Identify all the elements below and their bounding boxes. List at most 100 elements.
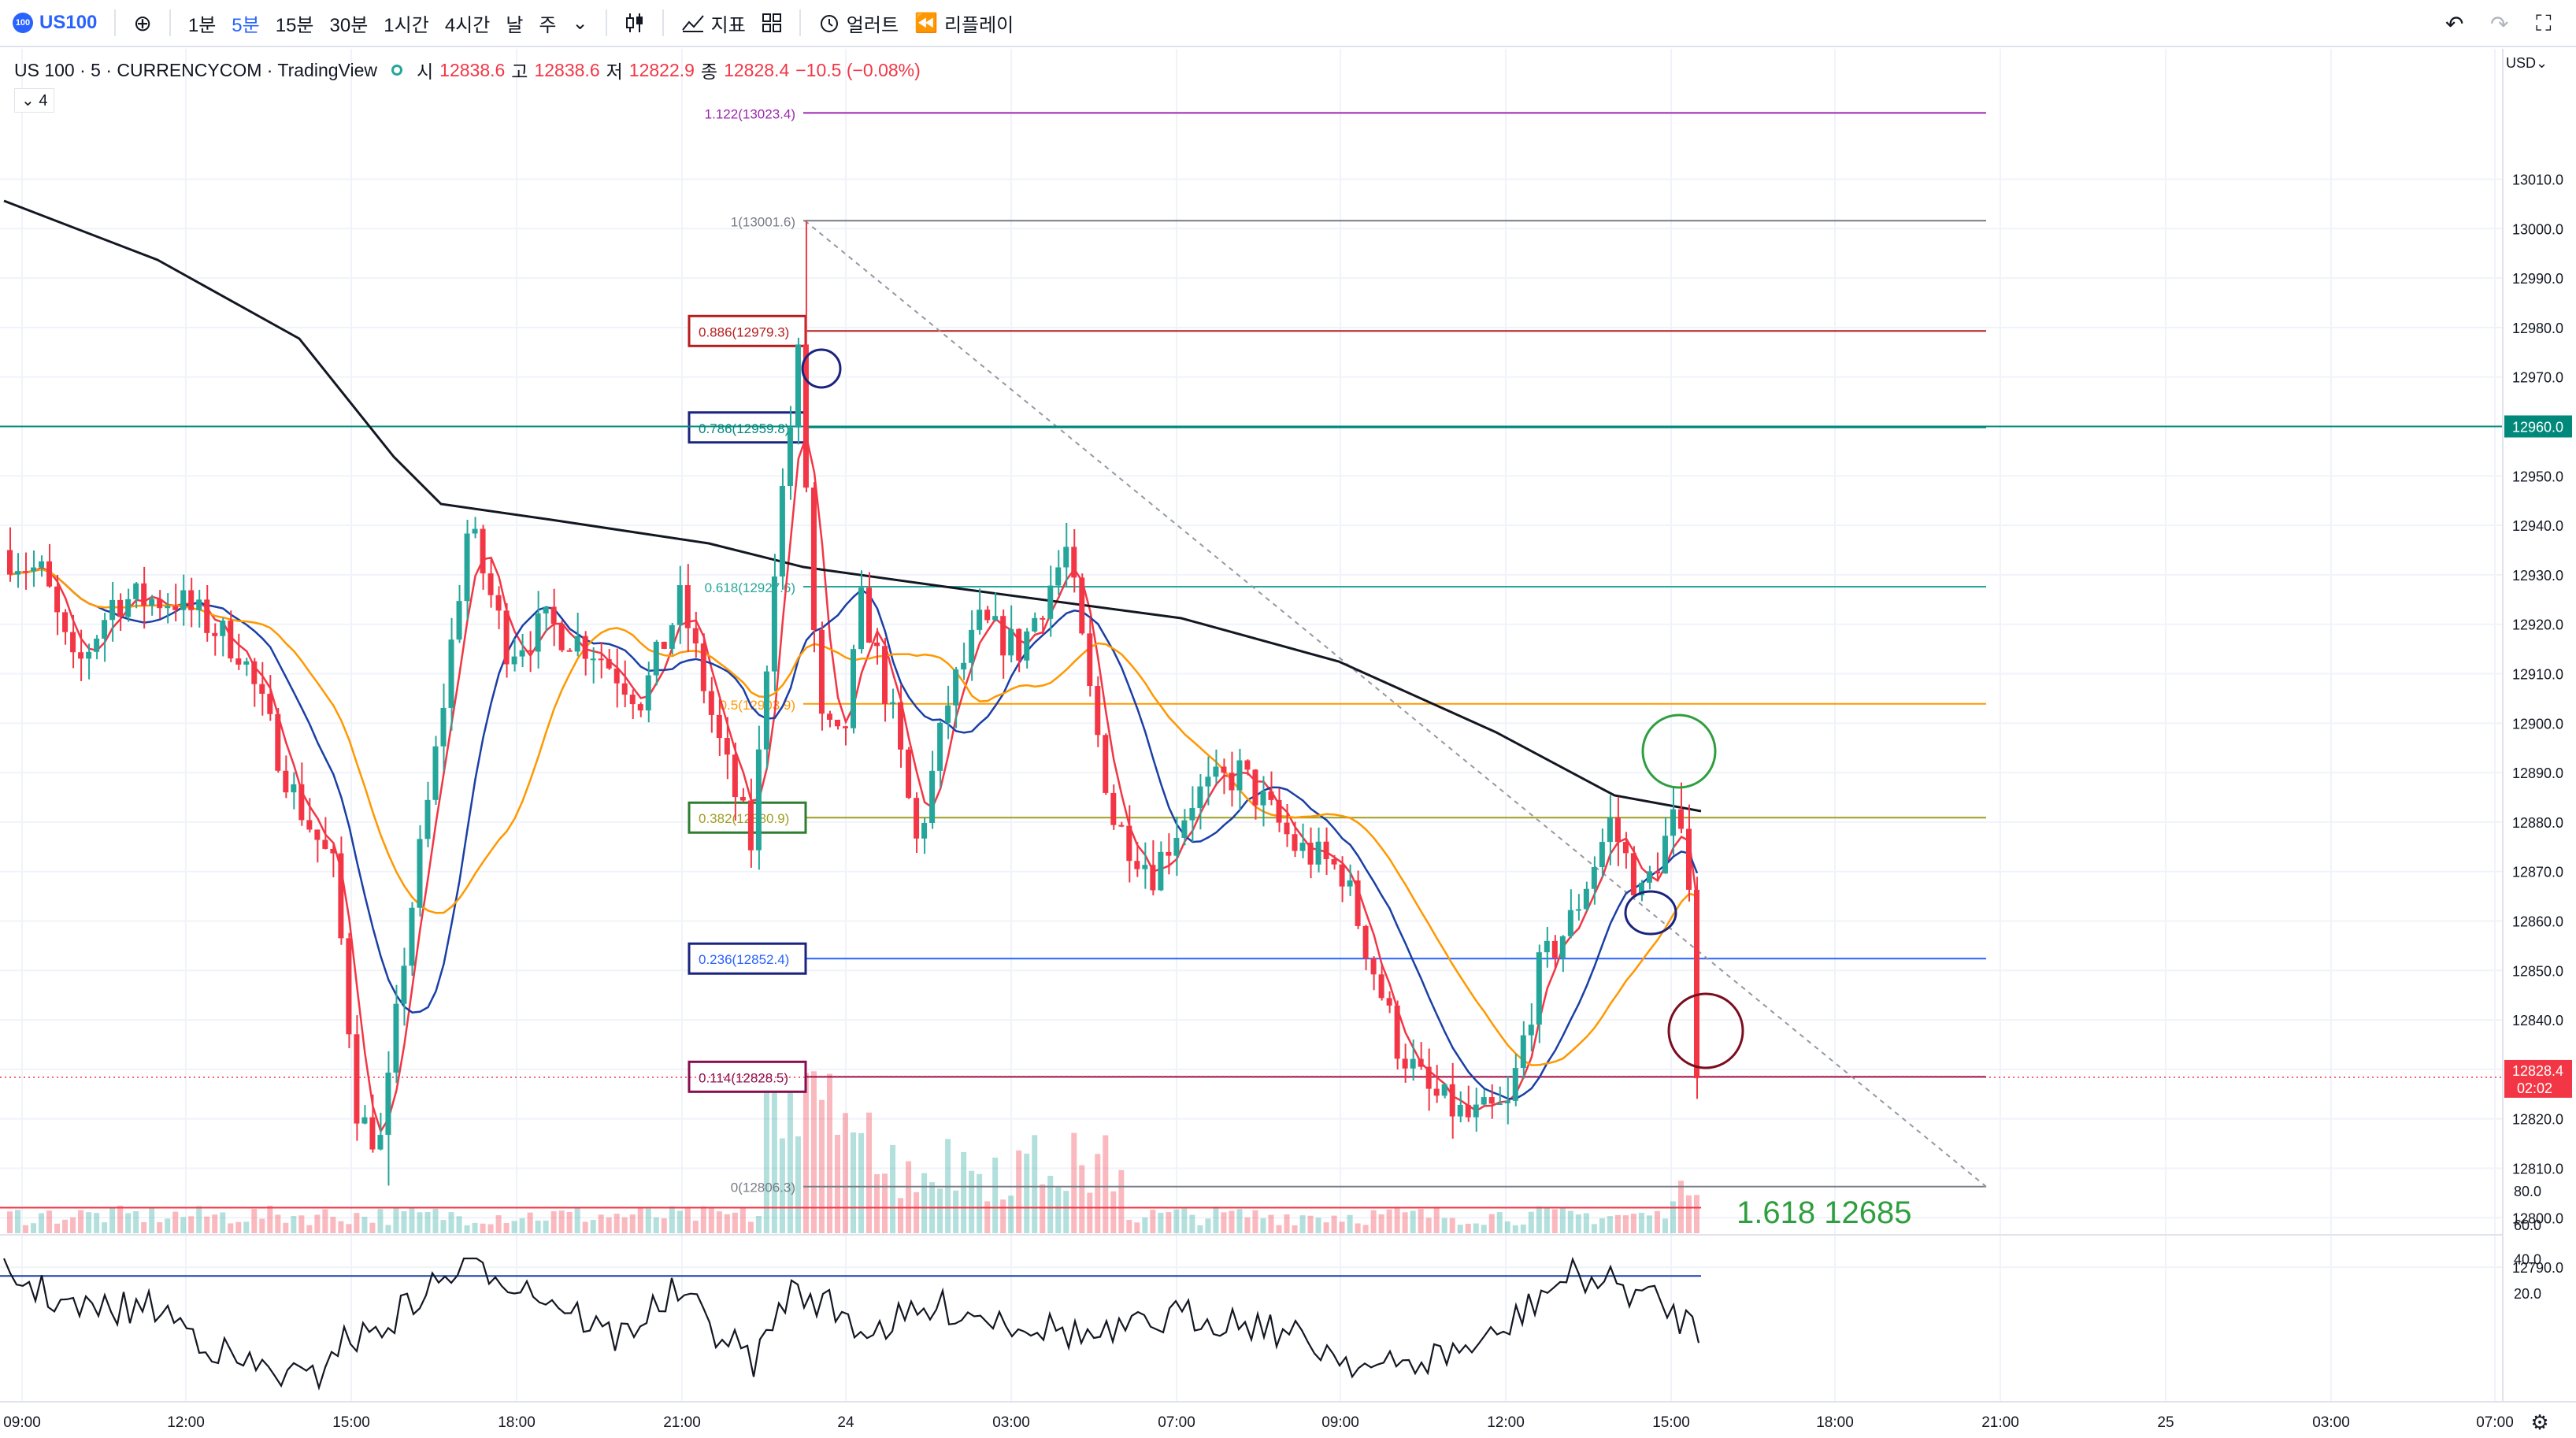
volume-bar <box>1000 1199 1006 1233</box>
volume-bar <box>645 1208 651 1233</box>
undo-icon[interactable]: ↶ <box>2445 11 2464 36</box>
interval-5[interactable]: 4시간 <box>444 14 491 36</box>
candle-body <box>598 658 604 661</box>
fullscreen-icon[interactable]: ⛶ <box>2536 10 2552 35</box>
candle-body <box>31 567 37 572</box>
rsi-pane <box>0 1206 2503 1391</box>
volume-bar <box>676 1210 683 1233</box>
candle-body <box>7 550 13 575</box>
candle-body <box>298 784 305 821</box>
candle-body <box>953 669 959 706</box>
candle-body <box>1347 880 1353 887</box>
volume-bar <box>377 1209 384 1233</box>
indicators-button[interactable]: 지표 <box>673 0 754 46</box>
candle-body <box>440 707 447 747</box>
interval-6[interactable]: 날 <box>506 14 524 36</box>
symbol-logo-icon: 100 <box>13 13 33 33</box>
volume-bar <box>969 1170 975 1233</box>
symbol-search-button[interactable]: 100 US100 <box>0 0 105 46</box>
candle-body <box>503 610 510 665</box>
replay-button[interactable]: ⏪ 리플레이 <box>906 0 1021 46</box>
candle-body <box>810 487 817 630</box>
candle-body <box>1378 974 1384 999</box>
volume-bar <box>1040 1184 1046 1233</box>
candle-body <box>937 722 943 771</box>
interval-4[interactable]: 1시간 <box>384 14 429 36</box>
candle-body <box>1134 861 1140 869</box>
candle-body <box>566 650 573 652</box>
volume-bar <box>661 1218 667 1233</box>
volume-bar <box>511 1221 517 1233</box>
alerts-button[interactable]: 얼러트 <box>810 0 906 46</box>
volume-bar <box>1370 1210 1377 1233</box>
volume-bar <box>669 1206 675 1233</box>
interval-3[interactable]: 30분 <box>329 14 369 36</box>
candle-body <box>1008 628 1014 656</box>
volume-bar <box>874 1173 880 1233</box>
candle-body <box>220 621 226 636</box>
candle-body <box>62 612 69 632</box>
time-tick-label: 18:00 <box>1816 1414 1854 1431</box>
candle-body <box>472 528 478 534</box>
templates-button[interactable] <box>754 0 790 46</box>
chart-canvas[interactable]: 1.122(13023.4) 1(13001.6) 0.886(12979.3) 0.… <box>0 49 2576 1434</box>
price-tick-label: 12810.0 <box>2512 1162 2563 1177</box>
candle-body <box>1496 1103 1503 1106</box>
interval-2[interactable]: 15분 <box>275 14 314 36</box>
price-tick-label: 12940.0 <box>2512 518 2563 534</box>
indicators-label: 지표 <box>710 14 746 36</box>
volume-bar <box>842 1113 848 1233</box>
volume-bar <box>1197 1225 1203 1233</box>
chevron-down-icon[interactable]: ⌄ <box>572 12 588 34</box>
chart-type-button[interactable] <box>617 0 653 46</box>
volume-bar <box>739 1207 746 1233</box>
candle-body <box>1150 865 1156 891</box>
interval-0[interactable]: 1분 <box>187 14 217 36</box>
candle-body <box>724 738 730 755</box>
candle-body <box>1181 820 1188 838</box>
fib-label-box <box>688 942 807 975</box>
candle-body <box>771 576 777 672</box>
volume-bar <box>259 1218 265 1233</box>
interval-1[interactable]: 5분 <box>232 14 260 36</box>
candle-body <box>1654 871 1660 874</box>
interval-7[interactable]: 주 <box>539 14 557 36</box>
volume-bar <box>204 1216 210 1233</box>
candle-body <box>606 659 612 669</box>
indicators-toggle[interactable]: ⌄ 4 <box>14 88 55 113</box>
candle-body <box>354 1034 360 1124</box>
volume-bar <box>314 1214 321 1233</box>
currency-button[interactable]: USD⌄ <box>2506 55 2548 72</box>
candle-body <box>613 668 620 684</box>
candle-body <box>661 641 667 649</box>
volume-bar <box>1575 1214 1581 1233</box>
redo-icon[interactable]: ↷ <box>2490 11 2509 36</box>
chart-legend: US 100 · 5 · CURRENCYCOM · TradingView 시… <box>14 57 921 83</box>
volume-bar <box>1418 1209 1424 1233</box>
candle-body <box>377 1135 384 1150</box>
candle-body <box>78 652 84 659</box>
candle-body <box>890 702 896 704</box>
candle-body <box>1095 686 1101 736</box>
candle-body <box>456 601 462 640</box>
volume-bar <box>1685 1195 1692 1233</box>
indicator-count: 4 <box>39 92 48 109</box>
candle-body <box>1622 842 1629 854</box>
candle-body <box>1040 617 1046 620</box>
candle-body <box>346 938 352 1035</box>
fib-level-label: 0.114(12828.5) <box>699 1070 788 1085</box>
candle-body <box>882 646 888 704</box>
candle-body <box>1339 864 1345 887</box>
candle-body <box>1142 865 1148 869</box>
time-tick-label: 03:00 <box>992 1414 1030 1431</box>
plus-icon[interactable]: ⊕ <box>133 10 152 35</box>
volume-bar <box>1394 1208 1400 1233</box>
chart-area[interactable]: 1.122(13023.4) 1(13001.6) 0.886(12979.3) 0.… <box>0 49 2576 1434</box>
candle-body <box>141 583 147 606</box>
candle-body <box>1016 628 1022 661</box>
candle-body <box>1630 853 1636 895</box>
candle-body <box>1504 1100 1510 1104</box>
price-tick-label: 12840.0 <box>2512 1013 2563 1028</box>
time-tick-label: 07:00 <box>1158 1414 1195 1431</box>
price-tick-label: 12880.0 <box>2512 815 2563 831</box>
